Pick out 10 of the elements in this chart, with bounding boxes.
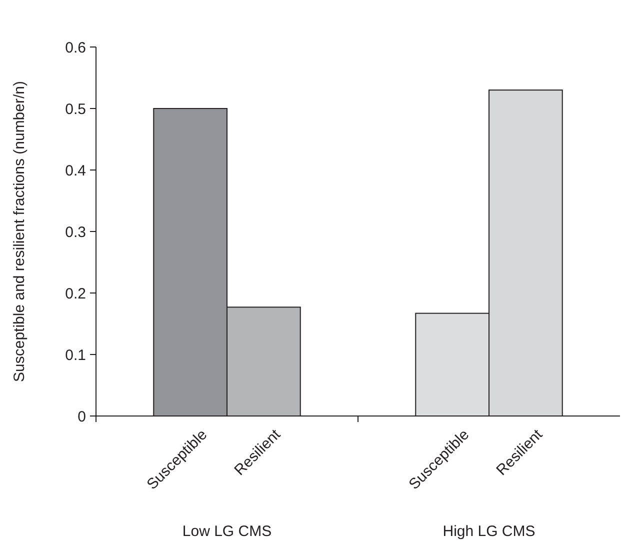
y-tick-label: 0.1 [65,346,86,364]
text: Low LG CMS [182,523,272,540]
y-tick-label: 0.2 [65,285,86,302]
y-tick-label: 0.3 [65,224,86,241]
y-tick-label: 0.5 [65,100,86,118]
y-axis-title: Susceptible and resilient fractions (number/n) [11,81,28,382]
y-tick-label: 0.6 [65,39,86,56]
y-tick-label: 0.4 [65,162,86,180]
text: High LG CMS [442,523,536,540]
y-tick-label: 0 [78,408,86,426]
